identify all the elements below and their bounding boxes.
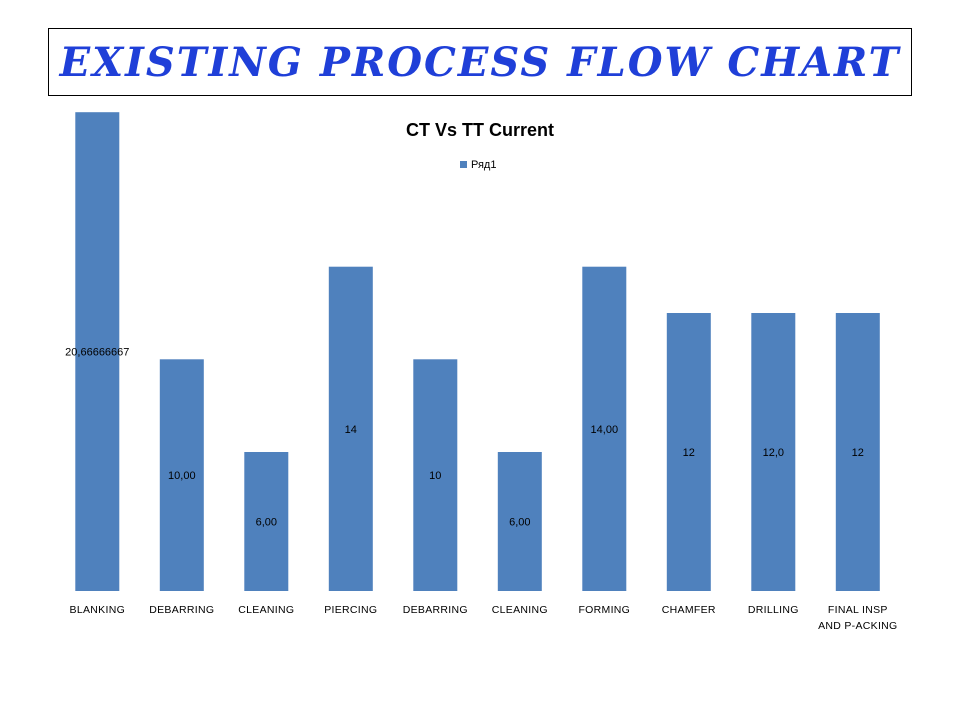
slide-title-box: Existing Process Flow Chart bbox=[48, 28, 912, 96]
bar-1 bbox=[75, 112, 120, 591]
data-label-2: 10,00 bbox=[168, 470, 196, 482]
data-label-1: 20,66666667 bbox=[65, 347, 129, 359]
x-tick-label-7: FORMING bbox=[578, 604, 630, 616]
data-label-8: 12 bbox=[683, 447, 695, 459]
legend-swatch bbox=[460, 161, 467, 168]
data-label-9: 12,0 bbox=[763, 447, 784, 459]
bar-5 bbox=[413, 359, 458, 591]
x-axis-tick-labels: BLANKING DEBARRING CLEANING PIERCING DEBARRI… bbox=[70, 604, 898, 632]
bar-7 bbox=[582, 266, 627, 591]
x-tick-label-10-line-2: AND P-ACKING bbox=[818, 620, 897, 632]
x-tick-label-6: CLEANING bbox=[492, 604, 548, 616]
bar-10 bbox=[835, 313, 880, 591]
x-tick-label-4: PIERCING bbox=[324, 604, 377, 616]
x-tick-label-1: BLANKING bbox=[70, 604, 126, 616]
data-label-10: 12 bbox=[852, 447, 864, 459]
bar-3 bbox=[244, 452, 289, 591]
bar-4 bbox=[328, 266, 373, 591]
x-tick-label-5: DEBARRING bbox=[403, 604, 468, 616]
data-label-4: 14 bbox=[345, 424, 357, 436]
x-tick-label-3: CLEANING bbox=[238, 604, 294, 616]
bars-group bbox=[75, 112, 880, 591]
data-label-6: 6,00 bbox=[509, 517, 530, 529]
data-label-7: 14,00 bbox=[591, 424, 619, 436]
x-tick-label-2: DEBARRING bbox=[149, 604, 214, 616]
bar-8 bbox=[666, 313, 711, 591]
x-tick-label-9: DRILLING bbox=[748, 604, 799, 616]
data-labels-group: 20,66666667 10,00 6,00 14 10 6,00 14,00 12 12,0 1… bbox=[65, 347, 864, 529]
x-tick-label-8: CHAMFER bbox=[662, 604, 716, 616]
x-tick-label-10-line-1: FINAL INSP bbox=[828, 604, 888, 616]
legend: Ряд1 bbox=[460, 159, 496, 171]
bar-9 bbox=[751, 313, 796, 591]
legend-label: Ряд1 bbox=[471, 159, 496, 171]
bar-2 bbox=[159, 359, 204, 591]
slide-title: Existing Process Flow Chart bbox=[59, 38, 901, 86]
chart-title: CT Vs TT Current bbox=[406, 120, 554, 140]
data-label-5: 10 bbox=[429, 470, 441, 482]
data-label-3: 6,00 bbox=[256, 517, 277, 529]
bar-6 bbox=[497, 452, 542, 591]
